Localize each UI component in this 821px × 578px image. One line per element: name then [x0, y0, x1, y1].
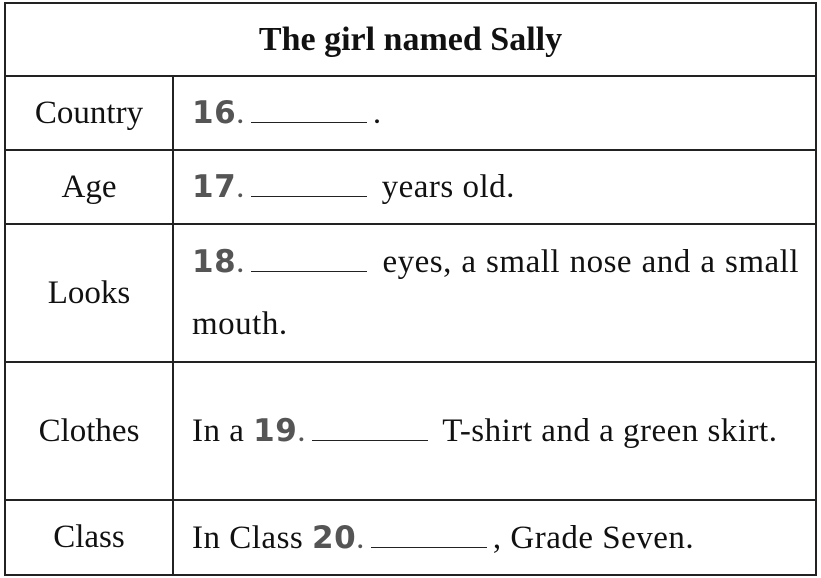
row-label-country: Country: [4, 75, 174, 151]
answer-blank[interactable]: [250, 96, 367, 123]
content-text: years old.: [381, 169, 515, 205]
content-text: , Grade Seven.: [492, 519, 695, 556]
question-number: 20: [312, 519, 357, 556]
question-number: 18: [192, 244, 237, 280]
row-label-class: Class: [4, 499, 174, 576]
content-text: T-shirt and a green skirt.: [442, 413, 778, 449]
row-label-clothes: Clothes: [4, 361, 174, 501]
content-text: eyes, a small nose and a small mouth.: [192, 244, 799, 342]
content-text: .: [372, 95, 382, 131]
row-content-age: 17. years old.: [172, 149, 817, 225]
answer-blank[interactable]: [370, 521, 487, 548]
row-content-clothes: In a 19. T-shirt and a green skirt.: [172, 361, 817, 501]
row-content-class: In Class 20., Grade Seven.: [172, 499, 817, 576]
content-text: In Class: [192, 519, 304, 556]
table-title: The girl named Sally: [4, 2, 817, 77]
question-number: 16: [192, 95, 237, 131]
question-number: 19: [253, 413, 298, 449]
info-table: The girl named Sally Country 16.. Age 17…: [4, 2, 817, 576]
content-text: In a: [192, 413, 245, 449]
question-number: 17: [192, 169, 237, 205]
row-content-looks: 18. eyes, a small nose and a small mouth…: [172, 223, 817, 363]
answer-blank[interactable]: [250, 245, 367, 272]
row-label-looks: Looks: [4, 223, 174, 363]
answer-blank[interactable]: [250, 170, 367, 197]
answer-blank[interactable]: [312, 414, 429, 441]
row-label-age: Age: [4, 149, 174, 225]
row-content-country: 16..: [172, 75, 817, 151]
